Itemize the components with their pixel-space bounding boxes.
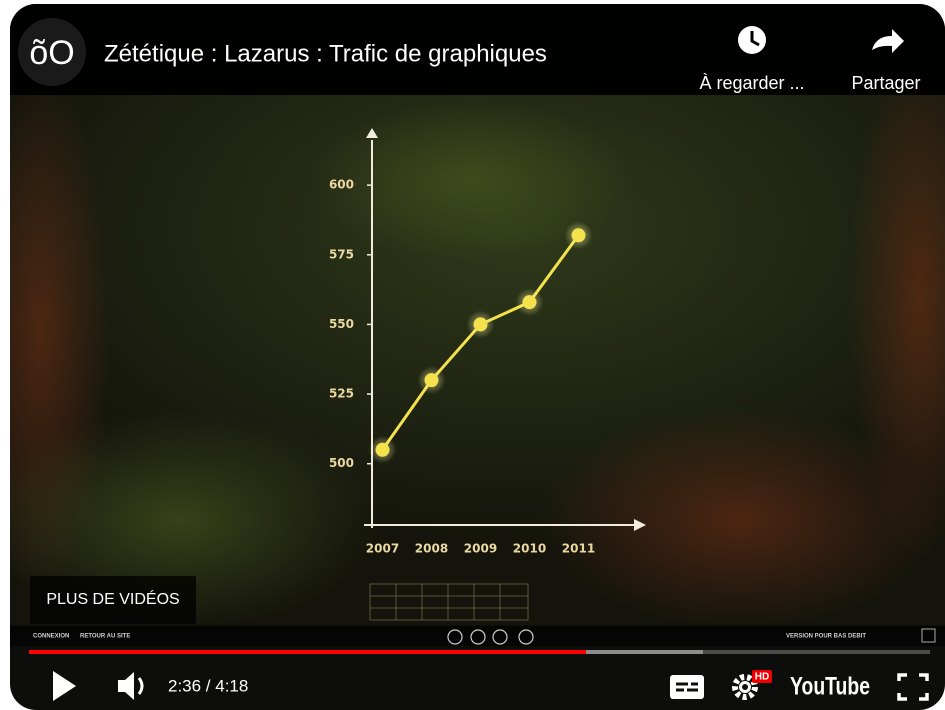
- x-tick-label: 2011: [562, 542, 595, 556]
- x-tick-label: 2009: [464, 542, 497, 556]
- more-videos[interactable]: PLUS DE VIDÉOS: [46, 589, 179, 608]
- data-point: [523, 295, 537, 309]
- video-title[interactable]: Zététique : Lazarus : Trafic de graphiqu…: [104, 40, 547, 67]
- x-tick-label: 2007: [366, 542, 399, 556]
- subtitles-button[interactable]: [670, 675, 704, 699]
- back-to-site[interactable]: RETOUR AU SITE: [80, 634, 130, 640]
- x-tick-label: 2008: [415, 542, 448, 556]
- share[interactable]: Partager: [851, 73, 920, 93]
- y-tick-label: 575: [329, 247, 354, 261]
- y-tick-label: 550: [329, 317, 354, 331]
- progress-played: [29, 650, 586, 654]
- data-point: [376, 443, 390, 457]
- frame: õO Zététique : Lazarus : Trafic de graph…: [0, 0, 945, 710]
- watch-later[interactable]: À regarder ...: [699, 73, 804, 93]
- data-point: [425, 373, 439, 387]
- y-tick-label: 600: [329, 178, 354, 192]
- y-tick-label: 525: [329, 387, 354, 401]
- data-point: [474, 317, 488, 331]
- login[interactable]: CONNEXION: [33, 634, 69, 640]
- player: õO Zététique : Lazarus : Trafic de graph…: [0, 0, 945, 710]
- channel-logo[interactable]: õO: [29, 34, 74, 72]
- low-bandwidth[interactable]: VERSION POUR BAS DEBIT: [786, 634, 866, 640]
- youtube-logo[interactable]: YouTube: [790, 673, 870, 701]
- y-tick-label: 500: [329, 456, 354, 470]
- time: 2:36 / 4:18: [168, 676, 248, 695]
- hd-badge: HD: [755, 672, 769, 683]
- data-point: [572, 228, 586, 242]
- x-tick-label: 2010: [513, 542, 546, 556]
